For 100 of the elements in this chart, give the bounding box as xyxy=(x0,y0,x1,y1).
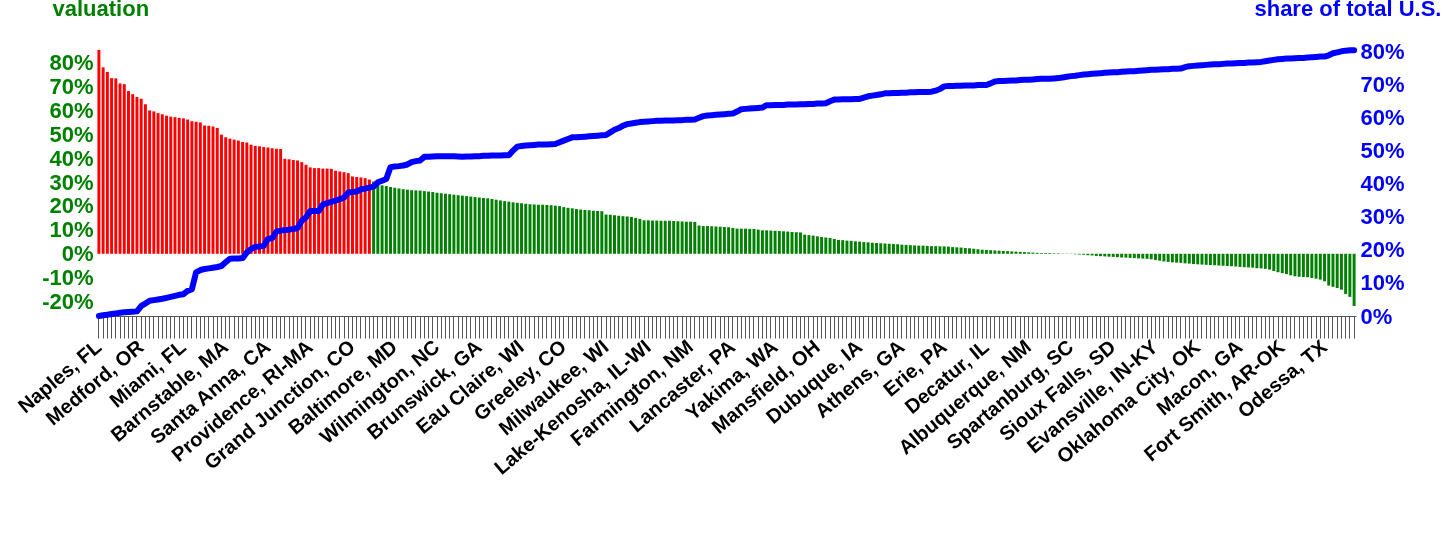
bar xyxy=(913,245,917,254)
bar xyxy=(908,245,912,254)
y2-tick-label: 80% xyxy=(1360,38,1405,64)
bar xyxy=(621,216,625,254)
bar xyxy=(389,187,392,254)
bar xyxy=(439,193,443,254)
bar xyxy=(1162,253,1166,262)
bar xyxy=(465,196,469,254)
bar xyxy=(1158,253,1162,261)
bar xyxy=(359,177,363,254)
bar xyxy=(925,245,929,254)
bar xyxy=(625,216,629,254)
bar xyxy=(1001,250,1005,254)
bar xyxy=(837,239,840,254)
bar xyxy=(258,146,261,254)
bar xyxy=(114,78,118,254)
y-tick-label: 70% xyxy=(49,73,94,99)
bar xyxy=(1006,251,1010,254)
bar xyxy=(1352,253,1356,306)
bar xyxy=(765,230,769,254)
bar xyxy=(291,159,295,254)
bar xyxy=(735,228,739,254)
bar xyxy=(680,221,684,254)
bar xyxy=(887,243,891,254)
bar xyxy=(1263,253,1267,269)
bar xyxy=(1204,253,1208,265)
bar xyxy=(587,210,591,254)
bar xyxy=(798,232,802,254)
bar xyxy=(427,191,431,254)
y2-axis-title: share of total U.S. xyxy=(1254,0,1442,21)
bar xyxy=(1111,253,1115,257)
bar xyxy=(1339,253,1343,290)
bar xyxy=(456,195,460,254)
bar xyxy=(1276,253,1280,273)
bar xyxy=(477,197,481,254)
bar xyxy=(722,226,726,254)
bar xyxy=(186,119,190,254)
bar xyxy=(165,115,168,254)
bar xyxy=(152,111,156,254)
bar xyxy=(1310,253,1314,278)
bar xyxy=(1115,253,1119,258)
bar xyxy=(1196,253,1200,265)
bar xyxy=(1272,253,1276,272)
bar xyxy=(1225,253,1229,266)
bar xyxy=(1217,253,1221,266)
bar xyxy=(604,214,608,254)
bar xyxy=(448,194,452,254)
bar xyxy=(976,249,980,254)
bar xyxy=(891,243,895,254)
bar xyxy=(769,230,773,254)
bar xyxy=(443,193,447,254)
y2-tick-label: 30% xyxy=(1360,204,1405,230)
bar xyxy=(122,84,126,254)
bar xyxy=(296,160,300,254)
bar xyxy=(959,247,963,254)
bar xyxy=(849,240,853,254)
bar xyxy=(469,196,473,254)
bar xyxy=(1251,253,1255,268)
bar xyxy=(181,118,185,254)
bar xyxy=(1297,253,1301,277)
bar xyxy=(714,226,718,254)
y2-tick-label: 40% xyxy=(1360,171,1405,197)
bar xyxy=(511,202,515,254)
bar xyxy=(752,228,756,254)
bar xyxy=(693,221,697,254)
bar xyxy=(215,127,219,254)
bar xyxy=(748,228,752,254)
bar xyxy=(287,159,291,254)
bar xyxy=(676,221,680,254)
bar xyxy=(1246,253,1250,268)
bar xyxy=(760,230,764,254)
bar xyxy=(642,220,646,254)
bar xyxy=(494,199,498,254)
bar xyxy=(904,244,908,254)
bar xyxy=(870,242,874,254)
bar xyxy=(431,192,435,254)
bar xyxy=(701,226,705,254)
y2-tick-label: 0% xyxy=(1360,303,1393,329)
bar xyxy=(917,245,921,254)
bar xyxy=(532,204,536,254)
bar xyxy=(710,226,714,254)
bar xyxy=(934,246,938,254)
bar xyxy=(613,215,616,254)
bar xyxy=(1301,253,1305,277)
bar xyxy=(1306,253,1310,278)
bar xyxy=(608,214,612,254)
bar xyxy=(460,195,464,254)
bar xyxy=(1179,253,1183,263)
bar xyxy=(574,209,578,254)
bar xyxy=(824,237,828,254)
bar xyxy=(156,113,160,254)
bar xyxy=(524,203,528,254)
bar xyxy=(1094,253,1098,256)
bar xyxy=(1213,253,1217,266)
bar xyxy=(1318,253,1322,280)
bar xyxy=(1259,253,1263,269)
bar xyxy=(1166,253,1170,262)
bar xyxy=(651,220,655,254)
bar xyxy=(1107,253,1111,257)
bar xyxy=(997,250,1001,254)
